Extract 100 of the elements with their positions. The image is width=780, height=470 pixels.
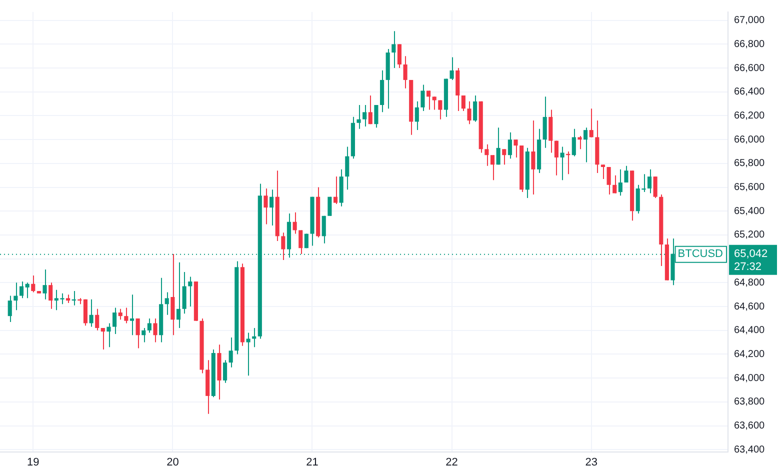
candlestick [25, 282, 30, 299]
candlestick [403, 56, 408, 89]
candlestick [124, 307, 128, 324]
x-tick-label: 20 [166, 456, 179, 469]
y-tick-label: 64,400 [734, 325, 766, 336]
candlestick [392, 30, 396, 69]
candlestick [222, 360, 228, 384]
candlestick [560, 146, 564, 181]
candlestick [542, 96, 547, 148]
x-tick-label: 21 [306, 456, 318, 469]
candlestick [606, 166, 611, 195]
candlestick [514, 139, 518, 158]
candlestick [188, 276, 192, 308]
x-tick-label: 23 [585, 456, 598, 469]
candlestick [14, 282, 18, 311]
y-tick-label: 63,600 [734, 420, 766, 432]
candlestick [164, 292, 169, 316]
text: 65,042 [734, 248, 768, 260]
candlestick [147, 318, 152, 334]
y-tick-label: 64,800 [734, 277, 766, 288]
candlestick [600, 164, 606, 180]
candlestick [345, 146, 350, 190]
candlestick [548, 109, 553, 154]
candlestick [397, 44, 402, 69]
y-tick-label: 64,600 [734, 301, 766, 312]
candlestick [83, 298, 88, 326]
candlestick [270, 189, 274, 226]
candlestick [19, 280, 24, 299]
candlestick [328, 196, 332, 216]
candlestick [264, 188, 268, 225]
candlestick [170, 254, 175, 336]
candlestick [136, 318, 140, 349]
candlestick [647, 168, 652, 194]
y-tick-label: 66,000 [734, 134, 766, 146]
candlestick [490, 154, 495, 181]
candlestick [414, 100, 419, 131]
candlestick [292, 212, 297, 234]
candlestick [130, 294, 134, 336]
candlestick [624, 165, 628, 184]
candlestick [426, 90, 431, 110]
candlestick [461, 94, 466, 112]
candlestick [95, 308, 100, 331]
candlestick [31, 275, 36, 293]
candlestick [112, 307, 117, 334]
candlestick [653, 176, 658, 199]
candlestick [612, 174, 617, 194]
candlestick [420, 84, 425, 112]
candlestick [467, 100, 472, 125]
candlestick [182, 271, 186, 314]
candlestick [572, 128, 576, 157]
candlestick [554, 140, 558, 176]
candlestick [89, 298, 94, 328]
y-tick-label: 66,200 [734, 110, 766, 122]
x-tick-label: 19 [27, 456, 40, 469]
candlestick [374, 104, 378, 128]
candlestick [8, 295, 12, 323]
candlestick [246, 332, 250, 376]
y-tick-label: 63,400 [734, 444, 766, 456]
y-tick-label: 65,400 [734, 206, 766, 217]
text: 27:32 [734, 260, 762, 273]
candlestick [432, 96, 436, 110]
y-tick-label: 64,000 [734, 372, 766, 384]
candlestick [531, 120, 536, 195]
candlestick [356, 104, 361, 130]
candlestick [106, 322, 111, 348]
candlestick [322, 215, 326, 244]
candlestick [473, 94, 478, 122]
candlestick [583, 127, 588, 163]
candlestick [333, 176, 338, 204]
y-tick-label: 65,200 [734, 230, 766, 241]
candlestick [496, 127, 500, 166]
y-tick-label: 66,800 [734, 38, 766, 50]
candlestick [48, 282, 53, 310]
ref-line-label: BTCUSD [678, 248, 724, 260]
y-tick-label: 66,400 [734, 86, 766, 98]
candlestick [450, 56, 454, 80]
candlestick [589, 108, 594, 138]
candlestick [502, 148, 506, 166]
candlestick [42, 269, 47, 300]
candlestick [176, 262, 181, 328]
candlestick [228, 337, 233, 368]
candlestick [298, 230, 303, 255]
candlestick [578, 136, 582, 150]
candlestick [438, 100, 442, 120]
y-tick-label: 63,800 [734, 396, 766, 408]
candlestick [142, 327, 146, 343]
candlestick [484, 144, 489, 166]
candlestick [618, 168, 622, 196]
candlestick [362, 104, 367, 127]
candlestick [368, 94, 372, 125]
x-tick-label: 22 [446, 456, 458, 469]
candlestick [281, 232, 286, 261]
candlestick [153, 318, 158, 343]
candlestick [508, 132, 512, 160]
candlestick [100, 327, 105, 350]
candlestick [118, 308, 122, 320]
y-tick-label: 65,800 [734, 158, 766, 170]
y-tick-label: 64,200 [734, 348, 766, 360]
y-tick-label: 65,600 [734, 182, 766, 194]
y-tick-label: 67,000 [734, 15, 766, 26]
